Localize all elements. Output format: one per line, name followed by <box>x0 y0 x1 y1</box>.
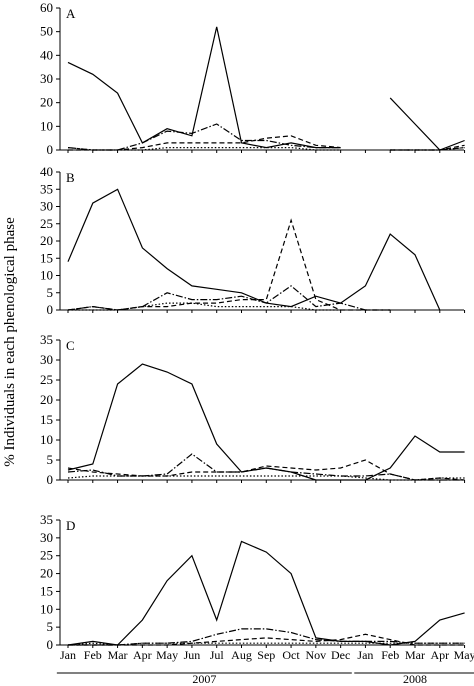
x-tick-label: Apr <box>430 648 449 662</box>
x-tick-label: Jan <box>357 648 373 662</box>
y-tick-label: 25 <box>40 548 53 563</box>
series-line-solid <box>67 188 441 311</box>
y-tick-label: 25 <box>40 372 53 387</box>
x-tick-label: Nov <box>306 648 327 662</box>
series-line-dashed <box>68 135 341 151</box>
y-tick-label: 0 <box>47 302 54 317</box>
y-tick-label: 20 <box>40 95 53 110</box>
year-label: 2008 <box>403 672 427 686</box>
series-line-solid <box>67 26 341 149</box>
y-tick-label: 40 <box>40 47 53 62</box>
x-tick-label: Feb <box>381 648 399 662</box>
x-tick-label: Mar <box>108 648 128 662</box>
bottom-axis: Jan Feb Mar Apr May Jun Jul Aug Sep Oct Nov Dec Jan F… <box>56 648 474 686</box>
y-tick-label: 15 <box>40 250 53 265</box>
y-tick-label: 10 <box>40 601 53 616</box>
y-tick-label: 0 <box>47 637 54 652</box>
x-tick-label: Mar <box>405 648 425 662</box>
series-line-dashed <box>67 218 391 311</box>
y-tick-label: 20 <box>40 392 53 407</box>
x-tick-label: Oct <box>282 648 300 662</box>
y-tick-label: 0 <box>47 472 54 487</box>
series-line-dashed <box>67 459 465 481</box>
series-line-dashdot <box>67 123 341 151</box>
x-tick-label: Dec <box>331 648 350 662</box>
series-line-dashed <box>390 144 465 151</box>
x-tick-label: Sep <box>257 648 275 662</box>
y-tick-label: 30 <box>40 530 53 545</box>
series-line-dashed <box>68 633 465 646</box>
series-line-dotted <box>68 302 341 311</box>
x-tick-label: Aug <box>231 648 252 662</box>
series-line-dashdot <box>68 628 465 646</box>
x-tick-label: Jun <box>184 648 201 662</box>
panel-B: 0 5 10 15 20 25 30 35 40 B <box>40 164 466 317</box>
y-tick-label: 10 <box>40 432 53 447</box>
panel-label: B <box>66 170 75 185</box>
x-tick-label: Apr <box>133 648 152 662</box>
y-tick-label: 10 <box>40 268 53 283</box>
y-tick-label: 15 <box>40 583 53 598</box>
panel-C: 0 5 10 15 20 25 30 35 C <box>40 332 466 487</box>
series-line-solid <box>389 97 465 151</box>
panel-label: C <box>66 338 75 353</box>
y-tick-label: 30 <box>40 199 53 214</box>
series-line-dashdot <box>67 453 465 481</box>
y-tick-label: 0 <box>47 142 54 157</box>
y-tick-label: 50 <box>40 24 53 39</box>
y-tick-label: 35 <box>40 332 53 347</box>
y-tick-label: 30 <box>40 71 53 86</box>
y-tick-label: 20 <box>40 566 53 581</box>
y-tick-label: 25 <box>40 216 53 231</box>
year-label: 2007 <box>192 672 216 686</box>
series-line-dotted <box>67 147 341 151</box>
y-tick-label: 30 <box>40 352 53 367</box>
y-tick-label: 10 <box>40 118 53 133</box>
series-line-solid <box>67 363 465 481</box>
x-tick-label: May <box>156 648 178 662</box>
y-tick-label: 60 <box>40 0 53 15</box>
y-tick-label: 20 <box>40 233 53 248</box>
panel-D: 0 5 10 15 20 25 30 35 D <box>40 512 466 652</box>
y-tick-label: 15 <box>40 412 53 427</box>
y-tick-label: 5 <box>47 619 54 634</box>
y-tick-label: 40 <box>40 164 53 179</box>
series-line-solid <box>67 540 465 646</box>
y-axis-label: % Individuals in each phenological phase <box>2 217 18 467</box>
y-tick-label: 35 <box>40 181 53 196</box>
y-tick-label: 5 <box>47 452 54 467</box>
panel-label: A <box>66 6 76 21</box>
x-tick-label: May <box>454 648 474 662</box>
panel-label: D <box>66 518 75 533</box>
panel-A: 0 10 20 30 40 50 60 A <box>40 0 466 157</box>
x-tick-label: Feb <box>84 648 102 662</box>
x-tick-label: Jul <box>210 648 225 662</box>
y-tick-label: 5 <box>47 285 54 300</box>
x-tick-label: Jan <box>60 648 76 662</box>
y-tick-label: 35 <box>40 512 53 527</box>
